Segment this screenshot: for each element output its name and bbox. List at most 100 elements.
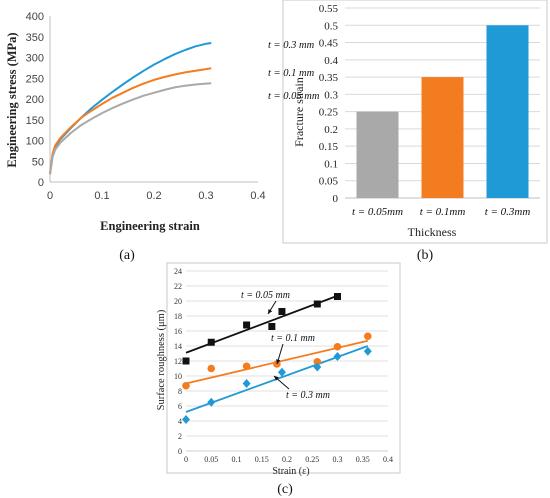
chart-c-point: [242, 362, 251, 371]
chart-c-ytick-label: 18: [174, 312, 182, 321]
chart-c-xtick-label: 0.05: [204, 455, 218, 464]
chart-c-xtick-label: 0.1: [232, 455, 242, 464]
chart-b-ytick-label: 0.35: [319, 72, 339, 84]
chart-c-point: [313, 357, 322, 366]
chart-a-ytick-label: 100: [26, 136, 44, 148]
chart-c-point: [182, 357, 190, 365]
chart-b-ytick-label: 0.45: [319, 38, 339, 50]
chart-b-ytick-label: 0.3: [324, 89, 338, 101]
chart-a-ytick-label: 400: [26, 11, 44, 23]
chart-c-series-label: t = 0.3 mm: [286, 390, 330, 401]
chart-b-ylabel: Fracture strain: [292, 77, 306, 147]
chart-c-series-label: t = 0.05 mm: [241, 290, 290, 301]
chart-b-xtick-label: t = 0.3mm: [485, 206, 531, 218]
chart-a-ytick-label: 250: [26, 73, 44, 85]
chart-c-arrowhead: [268, 309, 273, 314]
chart-c-ytick-label: 8: [178, 387, 182, 396]
chart-c-xtick-label: 0.4: [383, 455, 393, 464]
chart-c-point: [313, 300, 321, 308]
chart-c-xtick-label: 0.25: [305, 455, 319, 464]
chart-b-ytick-label: 0.15: [319, 141, 339, 153]
chart-a-xtick-label: 0.2: [146, 190, 161, 202]
chart-b-bar: [421, 77, 464, 198]
chart-c-point: [364, 332, 372, 341]
chart-a-ytick-label: 200: [26, 94, 44, 106]
chart-b-ytick-label: 0.1: [324, 158, 338, 170]
chart-a-series-label: t = 0.05 mm: [268, 91, 320, 102]
chart-c-point: [363, 346, 372, 356]
chart-a-xlabel: Engineering strain: [100, 219, 200, 233]
chart-a-ytick-label: 300: [26, 53, 44, 65]
chart-b-frame: [282, 0, 548, 244]
chart-c-xtick-label: 0.2: [282, 455, 292, 464]
chart-c-ytick-label: 16: [174, 327, 182, 336]
chart-b-xtick-label: t = 0.05mm: [352, 206, 403, 218]
chart-a-caption: (a): [119, 248, 135, 263]
chart-c-point: [333, 342, 342, 351]
chart-a-ytick-label: 50: [32, 156, 44, 168]
chart-b-xlabel: Thickness: [408, 225, 457, 239]
chart-c-ytick-label: 20: [174, 297, 182, 306]
chart-c-point: [334, 293, 341, 300]
chart-a-series-line: [49, 82, 212, 175]
chart-b-ytick-label: 0: [333, 193, 339, 205]
chart-c-frame: [166, 262, 401, 474]
chart-c-ytick-label: 10: [174, 372, 182, 381]
chart-c-point: [333, 352, 342, 361]
chart-a-series-label: t = 0.1 mm: [268, 68, 315, 79]
chart-c-xtick-label: 0.15: [255, 455, 269, 464]
chart-c-xtick-label: 0: [184, 455, 188, 464]
chart-b-ytick-label: 0.55: [319, 3, 339, 15]
chart-c-ytick-label: 6: [178, 402, 182, 411]
chart-c-point: [182, 381, 190, 390]
chart-c-point: [207, 364, 216, 373]
chart-a-series-line: [49, 42, 212, 174]
chart-a-xtick-label: 0.1: [94, 190, 109, 202]
chart-b-ytick-label: 0.25: [319, 107, 339, 119]
chart-c-point: [313, 362, 322, 372]
chart-a-series-line: [49, 67, 212, 174]
chart-a-series-label: t = 0.3 mm: [268, 40, 315, 51]
chart-a-xtick-label: 0.3: [198, 190, 213, 202]
chart-c-ytick-label: 4: [178, 417, 182, 426]
chart-b-caption: (b): [417, 248, 434, 263]
chart-c-point: [207, 397, 216, 407]
chart-b: Fracture strain Thickness (b) 0 0.05 0.1 0.…: [282, 0, 548, 263]
chart-c-ytick-label: 14: [174, 342, 182, 351]
chart-c-ytick-label: 2: [178, 432, 182, 441]
chart-a-ytick-label: 0: [38, 177, 44, 189]
chart-b-xtick-label: t = 0.1mm: [420, 206, 466, 218]
chart-a: Engineering stress (MPa) Engineering str…: [5, 11, 320, 263]
chart-c-point: [278, 308, 286, 315]
chart-b-bar: [356, 111, 399, 198]
chart-c-point: [242, 379, 251, 388]
chart-c-series-label: t = 0.1 mm: [271, 333, 315, 344]
chart-c-ytick-label: 0: [178, 447, 182, 456]
chart-a-xtick-label: 0.4: [250, 190, 265, 202]
chart-a-ytick-label: 350: [26, 32, 44, 44]
chart-c-point: [182, 415, 190, 424]
chart-c-caption: (c): [277, 482, 293, 497]
chart-c-arrowhead: [276, 359, 281, 364]
chart-c-point: [243, 321, 251, 329]
chart-c-ytick-label: 24: [174, 267, 182, 276]
chart-c: Surface roughness (μm) Strain (ε) (c) 0 2…: [156, 262, 401, 497]
chart-c-ytick-label: 12: [174, 357, 182, 366]
chart-b-ytick-label: 0.4: [324, 55, 338, 67]
chart-c-xlabel: Strain (ε): [272, 466, 309, 477]
chart-c-xtick-label: 0.35: [356, 455, 370, 464]
chart-c-point: [207, 338, 215, 346]
chart-a-ytick-label: 150: [26, 115, 44, 127]
chart-c-xtick-label: 0.3: [333, 455, 343, 464]
chart-c-arrowhead: [274, 376, 279, 381]
chart-c-point: [277, 367, 286, 377]
chart-b-ytick-label: 0.5: [324, 20, 338, 32]
chart-c-point: [273, 360, 281, 368]
chart-b-ytick-label: 0.05: [319, 176, 339, 188]
chart-a-xtick-label: 0: [47, 190, 53, 202]
chart-c-ytick-label: 22: [174, 282, 182, 291]
chart-b-bar: [486, 25, 529, 198]
chart-a-ylabel: Engineering stress (MPa): [5, 32, 19, 167]
chart-c-point: [268, 323, 276, 330]
